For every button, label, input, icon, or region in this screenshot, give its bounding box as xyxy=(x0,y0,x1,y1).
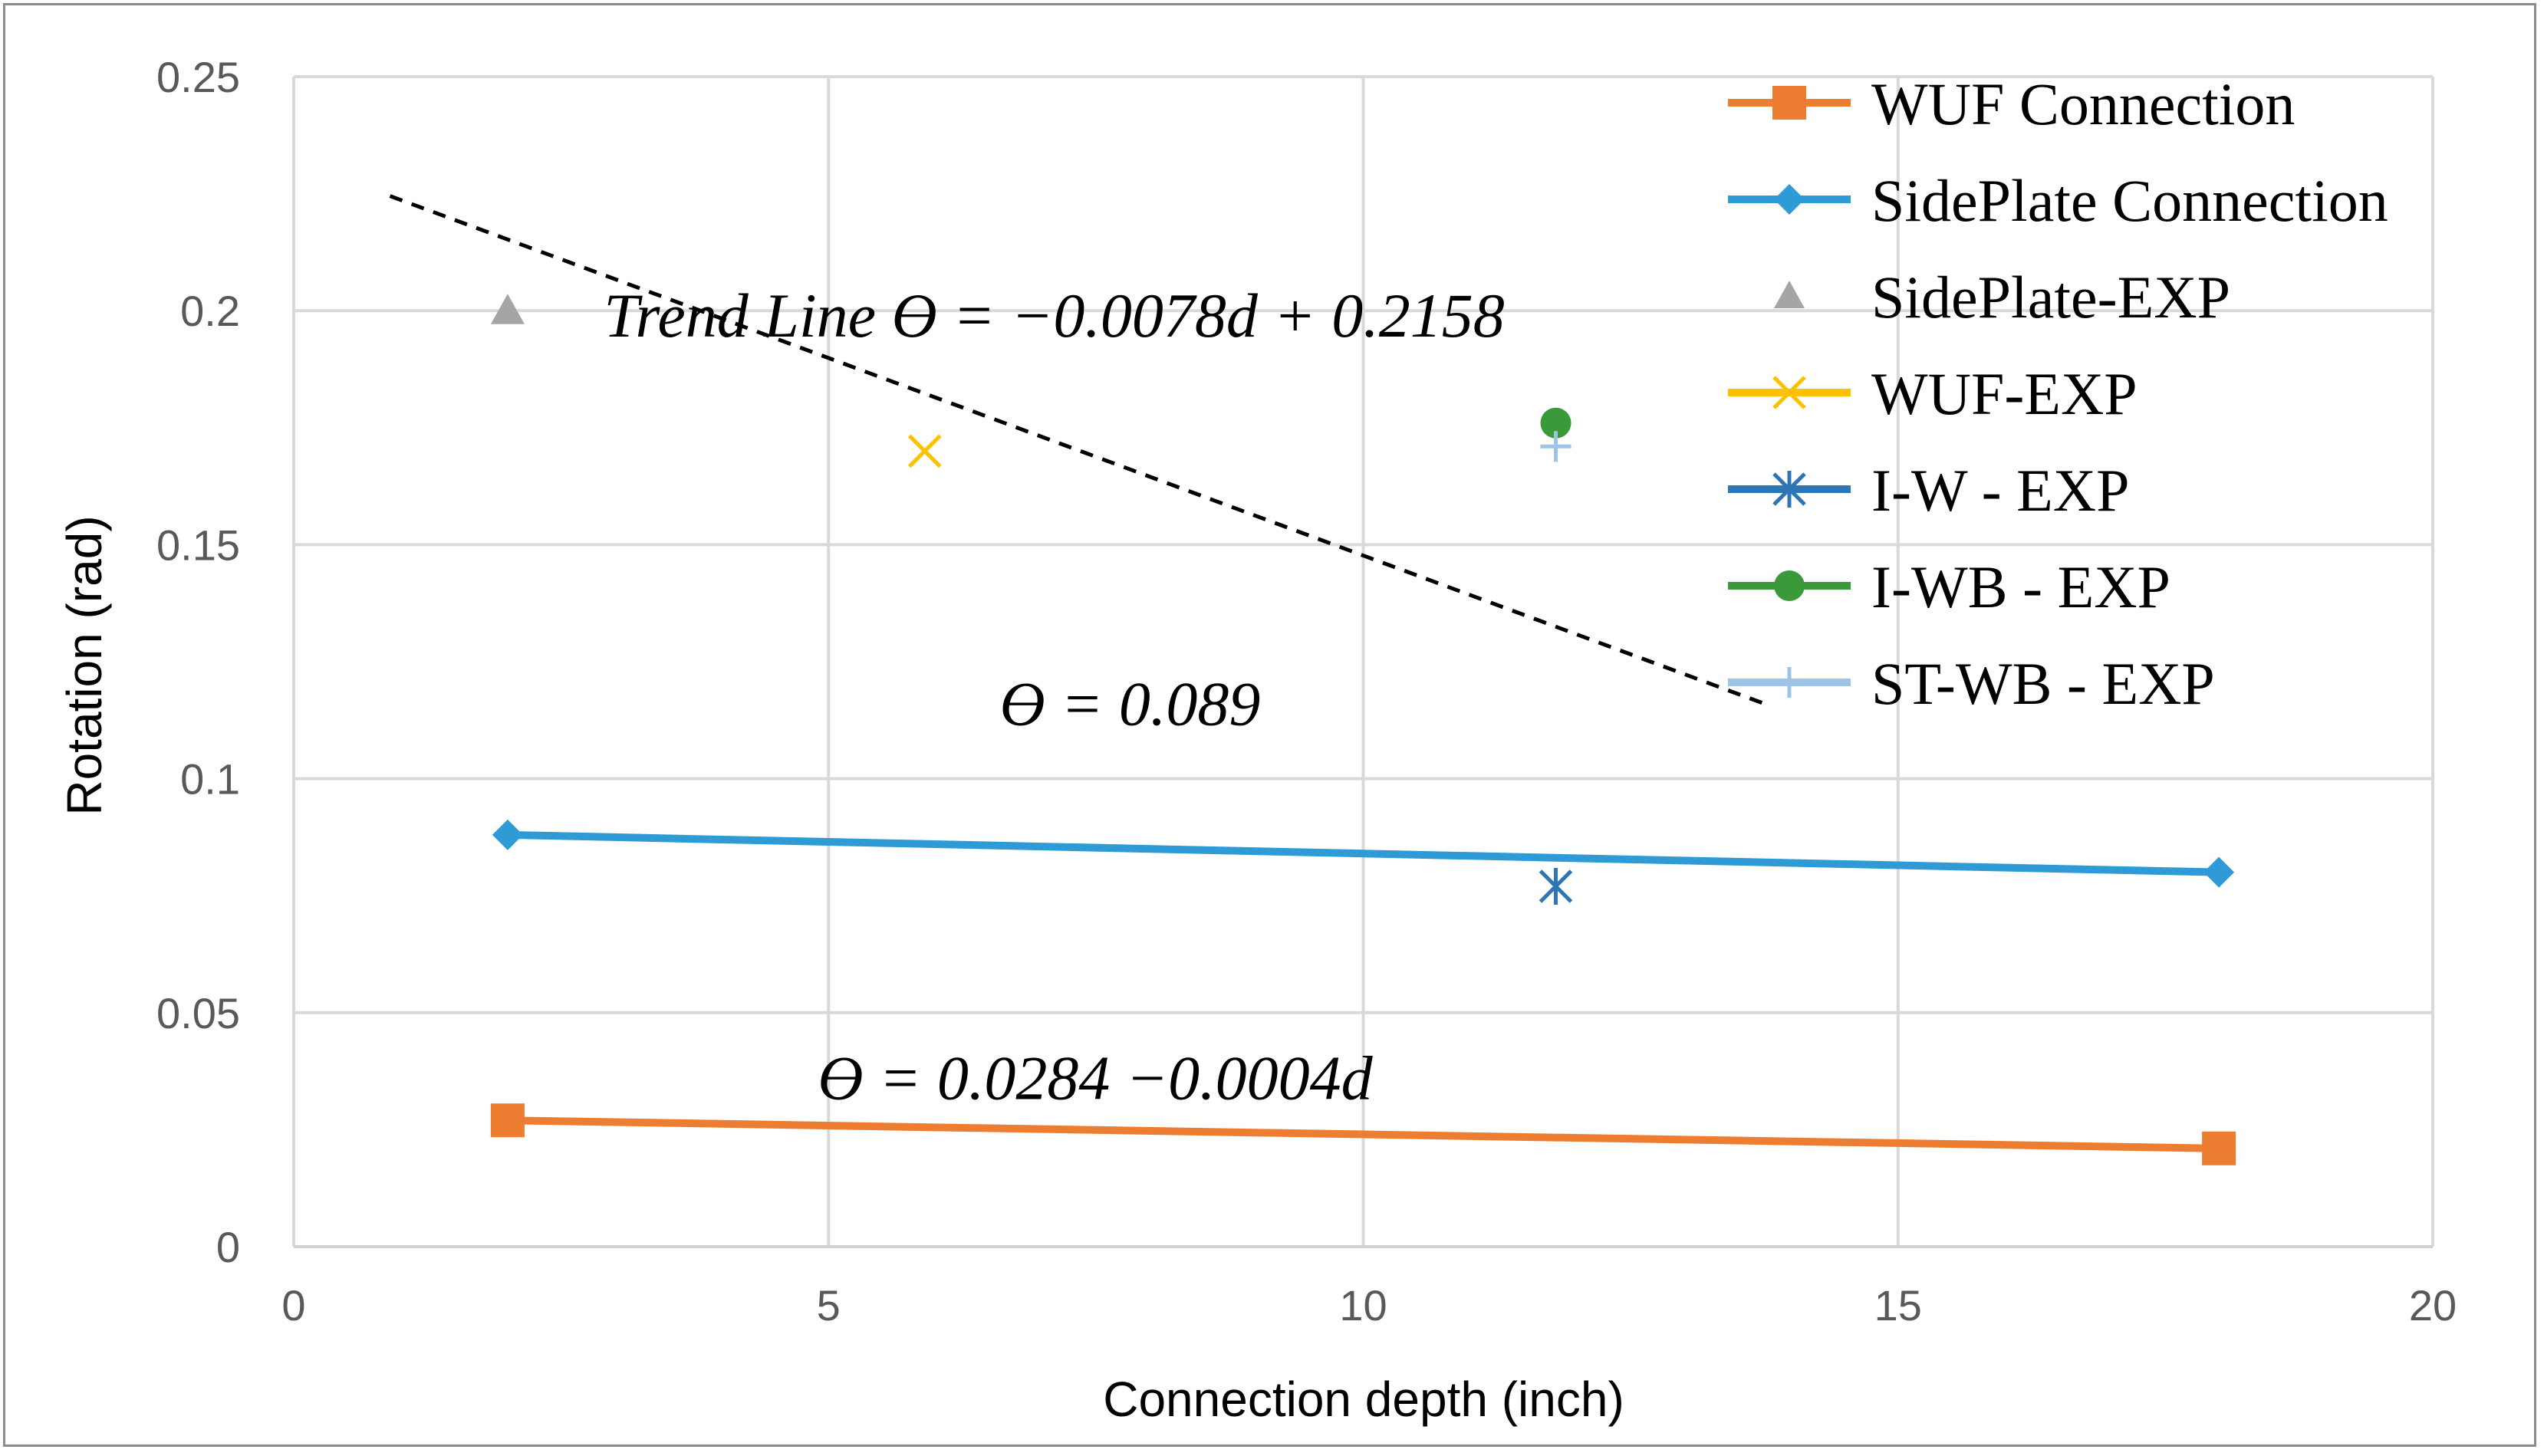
y-tick-label: 0.2 xyxy=(180,287,240,335)
legend-label-wuf-exp: WUF-EXP xyxy=(1871,360,2138,427)
sideplate-connection-point xyxy=(492,819,523,850)
legend-label-wuf-connection: WUF Connection xyxy=(1871,71,2295,137)
legend-label-st-wb-exp: ST-WB - EXP xyxy=(1871,650,2215,717)
x-axis-title: Connection depth (inch) xyxy=(1103,1372,1624,1427)
y-tick-label: 0.05 xyxy=(156,989,240,1037)
wuf-exp-point xyxy=(907,434,942,468)
x-tick-label: 0 xyxy=(281,1281,305,1329)
y-tick-label: 0 xyxy=(216,1223,240,1271)
legend-marker-wuf-exp xyxy=(1772,376,1806,409)
y-tick-label: 0.1 xyxy=(180,755,240,804)
legend-marker-sideplate-connection xyxy=(1774,184,1805,215)
chart-frame xyxy=(3,3,2536,1447)
legend-label-i-wb-exp: I-WB - EXP xyxy=(1871,554,2170,620)
legend-marker-wuf-connection xyxy=(1772,86,1806,120)
st-wb-exp-point xyxy=(1540,431,1571,462)
y-tick-label: 0.25 xyxy=(156,53,240,101)
series-layer xyxy=(490,294,2236,1165)
legend-label-sideplate-exp: SidePlate-EXP xyxy=(1871,264,2230,330)
x-tick-label: 15 xyxy=(1874,1281,1922,1329)
axes: 0 0.05 0.1 0.15 0.2 0.25 0 5 10 15 20 xyxy=(156,53,2457,1329)
x-tick-label: 10 xyxy=(1339,1281,1387,1329)
sideplate-exp-point xyxy=(490,294,525,324)
y-axis-title: Rotation (rad) xyxy=(57,515,112,815)
equation-annotation: Trend Line ϴ = −0.0078d + 0.2158 xyxy=(604,281,1504,350)
wuf-connection-point xyxy=(2202,1131,2236,1165)
legend-marker-i-wb-exp xyxy=(1774,570,1805,601)
wuf-connection-line xyxy=(507,1116,2220,1152)
legend-marker-sideplate-exp xyxy=(1774,281,1805,308)
y-tick-label: 0.15 xyxy=(156,521,240,569)
wuf-connection-point xyxy=(490,1103,525,1138)
trend-line xyxy=(389,194,1771,708)
legend-marker-st-wb-exp xyxy=(1774,667,1805,698)
i-w-exp-point xyxy=(1539,867,1573,905)
legend: WUF Connection SidePlate Connection SidePl… xyxy=(1728,71,2388,717)
equation-annotation: ϴ = 0.089 xyxy=(999,669,1260,738)
legend-label-i-w-exp: I-W - EXP xyxy=(1871,457,2130,524)
i-wb-exp-point xyxy=(1540,407,1571,439)
x-tick-label: 20 xyxy=(2409,1281,2457,1329)
trend-line-layer xyxy=(389,194,1771,708)
x-tick-label: 5 xyxy=(817,1281,841,1329)
equation-annotation: ϴ = 0.0284 −0.0004d xyxy=(818,1044,1373,1113)
legend-marker-i-w-exp xyxy=(1772,471,1806,508)
legend-label-sideplate-connection: SidePlate Connection xyxy=(1871,167,2388,234)
sideplate-connection-point xyxy=(2203,856,2235,888)
annotations: Trend Line ϴ = −0.0078d + 0.2158 ϴ = 0.08… xyxy=(604,281,1504,1113)
sideplate-connection-line xyxy=(507,830,2220,876)
